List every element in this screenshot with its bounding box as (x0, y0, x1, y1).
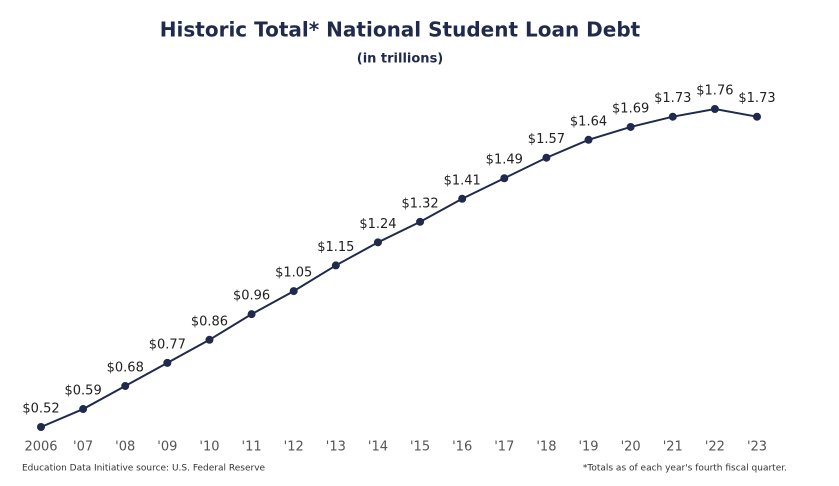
value-label: $1.73 (738, 91, 775, 106)
value-label: $1.49 (486, 153, 523, 168)
point (247, 310, 256, 319)
value-label: $0.86 (191, 314, 228, 329)
value-label: $0.68 (107, 360, 144, 375)
point (163, 358, 172, 367)
x-tick-label: '23 (747, 440, 767, 455)
point (331, 261, 340, 270)
point (373, 238, 382, 247)
footnote: *Totals as of each year's fourth fiscal … (583, 464, 787, 474)
value-label: $1.64 (570, 114, 607, 129)
x-tick-label: '11 (242, 440, 262, 455)
value-label: $1.73 (654, 91, 691, 106)
value-label: $0.59 (65, 384, 102, 399)
point (289, 287, 298, 296)
point (37, 423, 45, 431)
point (121, 381, 130, 390)
value-label: $1.41 (444, 173, 481, 188)
point (753, 112, 761, 121)
value-label: $0.52 (22, 402, 59, 417)
x-tick-label: '15 (410, 440, 430, 455)
point (79, 405, 88, 414)
x-tick-label: '08 (115, 440, 135, 455)
x-tick-label: '09 (157, 440, 177, 455)
value-label: $1.05 (275, 266, 312, 281)
line (40, 107, 758, 428)
point (458, 194, 467, 203)
x-tick-label: '14 (368, 440, 388, 455)
chart-subtitle: (in trillions) (357, 52, 444, 67)
value-label: $1.57 (528, 132, 565, 147)
x-tick-label: '20 (621, 440, 641, 455)
x-tick-label: '21 (663, 440, 683, 455)
source-note: Education Data Initiative source: U.S. F… (22, 464, 266, 474)
x-tick-label: '13 (326, 440, 346, 455)
value-label: $0.96 (233, 289, 270, 304)
point (626, 122, 635, 131)
x-tick-label: '19 (578, 440, 598, 455)
point (416, 217, 425, 226)
x-tick-label: '10 (199, 440, 219, 455)
x-tick-label: '12 (284, 440, 304, 455)
point (542, 153, 551, 162)
x-tick-label: '18 (536, 440, 556, 455)
value-label: $1.24 (359, 217, 396, 232)
x-tick-label: '22 (705, 440, 725, 455)
x-tick-label: '16 (452, 440, 472, 455)
point (205, 335, 214, 344)
value-label: $1.69 (612, 101, 649, 116)
point (668, 112, 677, 121)
x-tick-label: '17 (494, 440, 514, 455)
x-tick-label: '07 (73, 440, 93, 455)
value-label: $1.15 (317, 240, 354, 255)
x-tick-label: 2006 (24, 440, 57, 455)
chart-title: Historic Total* National Student Loan De… (160, 18, 641, 42)
value-label: $1.32 (401, 196, 438, 211)
point (500, 174, 509, 183)
value-label: $1.76 (696, 84, 733, 99)
value-label: $0.77 (149, 337, 186, 352)
point (710, 105, 719, 113)
point (584, 135, 593, 144)
